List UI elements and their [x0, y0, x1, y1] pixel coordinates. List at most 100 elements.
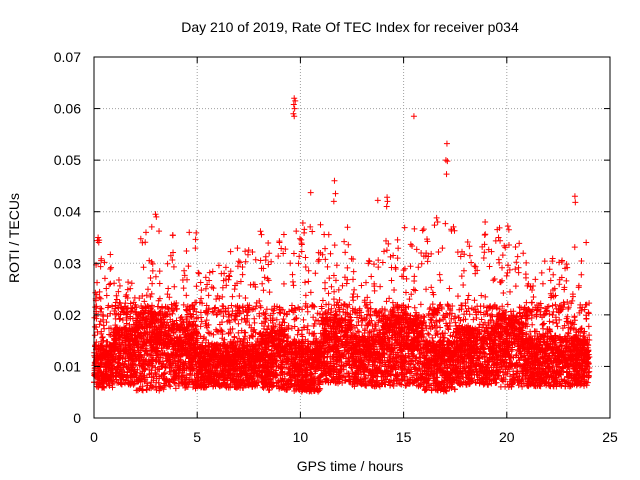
data-point	[103, 342, 110, 349]
data-point	[94, 328, 101, 335]
data-point	[107, 266, 114, 273]
data-point	[127, 315, 134, 322]
data-point	[97, 379, 104, 386]
data-point	[117, 371, 124, 378]
data-point	[112, 299, 119, 306]
data-point	[128, 280, 135, 287]
data-point	[122, 377, 129, 384]
data-point	[112, 335, 119, 342]
data-point	[115, 305, 122, 312]
data-point	[124, 286, 131, 293]
data-point	[97, 359, 104, 366]
data-point	[112, 325, 119, 332]
data-point	[106, 382, 113, 389]
data-point	[99, 372, 106, 379]
data-point	[128, 307, 135, 314]
data-point	[94, 279, 101, 286]
data-point	[120, 346, 127, 353]
data-point	[96, 354, 103, 361]
data-point	[97, 295, 104, 302]
data-point	[106, 331, 113, 338]
data-point	[121, 303, 128, 310]
data-point	[105, 382, 112, 389]
data-point	[114, 379, 121, 386]
data-point	[113, 369, 120, 376]
data-point	[98, 360, 105, 367]
data-point	[105, 375, 112, 382]
data-point	[96, 321, 103, 328]
data-point	[114, 363, 121, 370]
data-point	[101, 275, 108, 282]
data-point	[93, 303, 100, 310]
data-point	[119, 361, 126, 368]
data-point	[123, 374, 130, 381]
chart-title: Day 210 of 2019, Rate Of TEC Index for r…	[181, 19, 519, 35]
data-point	[106, 281, 113, 288]
data-point	[100, 349, 107, 356]
data-point	[92, 362, 99, 369]
data-point	[111, 280, 118, 287]
data-point	[110, 351, 117, 358]
data-point	[96, 367, 103, 374]
data-point	[100, 337, 107, 344]
data-point	[100, 322, 107, 329]
data-point	[100, 373, 107, 380]
data-point	[96, 288, 103, 295]
data-point	[99, 334, 106, 341]
data-point	[91, 332, 98, 339]
data-point	[119, 326, 126, 333]
data-point	[104, 351, 111, 358]
data-point	[105, 325, 112, 332]
data-point	[126, 330, 133, 337]
data-point	[110, 330, 117, 337]
data-point	[96, 345, 103, 352]
data-point	[119, 367, 126, 374]
data-point	[92, 289, 99, 296]
data-point	[97, 318, 104, 325]
data-point	[98, 330, 105, 337]
data-point	[113, 376, 120, 383]
data-point	[101, 384, 108, 391]
data-point	[101, 259, 108, 266]
data-point	[125, 279, 132, 286]
data-point	[96, 294, 103, 301]
data-points	[91, 95, 593, 395]
data-point	[92, 343, 99, 350]
data-point	[101, 361, 108, 368]
data-point	[127, 354, 134, 361]
data-point	[116, 282, 123, 289]
data-point	[97, 346, 104, 353]
data-point	[113, 296, 120, 303]
data-point	[93, 383, 100, 390]
data-point	[107, 251, 114, 258]
data-point	[100, 313, 107, 320]
data-point	[115, 277, 122, 284]
data-point	[126, 342, 133, 349]
data-point	[104, 304, 111, 311]
data-point	[94, 371, 101, 378]
data-point	[106, 376, 113, 383]
data-point	[123, 347, 130, 354]
data-point	[98, 257, 105, 264]
data-point	[109, 357, 116, 364]
data-point	[108, 264, 115, 271]
data-point	[91, 323, 98, 330]
data-point	[99, 334, 106, 341]
data-point	[103, 292, 110, 299]
data-point	[97, 305, 104, 312]
data-point	[111, 308, 118, 315]
data-point	[105, 372, 112, 379]
data-point	[103, 285, 110, 292]
data-point	[92, 304, 99, 311]
data-point	[97, 263, 104, 270]
data-point	[113, 292, 120, 299]
data-point	[109, 303, 116, 310]
data-point	[103, 319, 110, 326]
data-point	[109, 364, 116, 371]
data-point	[118, 332, 125, 339]
data-point	[122, 300, 129, 307]
data-point	[125, 361, 132, 368]
data-point	[118, 381, 125, 388]
